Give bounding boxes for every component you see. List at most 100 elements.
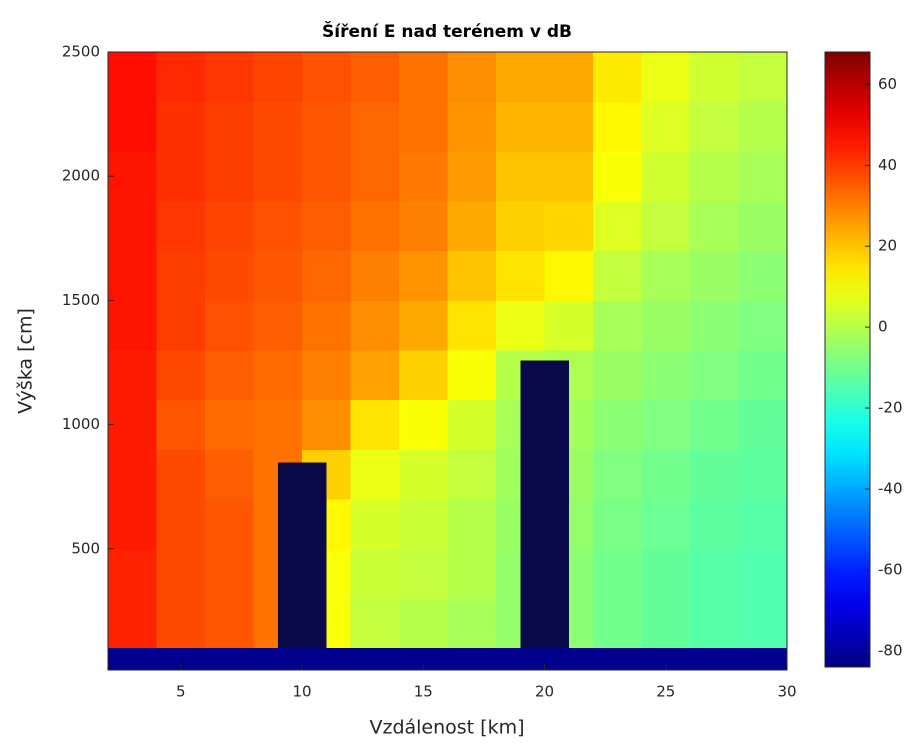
heat-cell	[544, 52, 594, 103]
heat-cell	[496, 250, 545, 301]
heat-cell	[447, 598, 497, 649]
heat-cell	[350, 548, 400, 599]
heat-cell	[447, 548, 497, 599]
heat-cell	[641, 548, 691, 599]
heat-cell	[253, 52, 303, 103]
heat-cell	[399, 449, 448, 500]
colorbar-tick-label: 0	[878, 318, 888, 336]
heat-cell	[253, 151, 303, 202]
heat-cell	[399, 151, 448, 202]
heat-cell	[108, 350, 157, 401]
heat-cell	[447, 449, 497, 500]
heat-cell	[205, 449, 254, 500]
x-tick-label: 20	[535, 683, 554, 701]
heat-cell	[447, 52, 497, 103]
heat-cell	[593, 499, 642, 550]
heat-cell	[302, 399, 351, 450]
heat-cell	[738, 300, 788, 351]
heat-cell	[447, 250, 497, 301]
heat-cell	[350, 101, 400, 152]
colorbar-tick-label: -40	[878, 479, 903, 497]
heat-cell	[738, 52, 788, 103]
obstacle	[277, 462, 327, 649]
colorbar-tick-label: 60	[878, 75, 897, 93]
colorbar-tick-label: -60	[878, 560, 903, 578]
heat-cell	[593, 449, 642, 500]
heat-cell	[690, 52, 739, 103]
heat-cell	[738, 548, 788, 599]
colorbar	[824, 51, 871, 668]
heat-cell	[447, 300, 497, 351]
heat-cell	[302, 250, 351, 301]
y-tick-label: 2000	[62, 167, 100, 185]
heat-cell	[690, 499, 739, 550]
x-tick-label: 30	[777, 683, 796, 701]
heat-cell	[156, 350, 206, 401]
heat-cell	[350, 399, 400, 450]
heat-cell	[156, 499, 206, 550]
heat-cell	[302, 201, 351, 252]
heat-cell	[593, 350, 642, 401]
heat-cell	[738, 598, 788, 649]
heat-cell	[738, 201, 788, 252]
heat-cell	[641, 250, 691, 301]
heat-cell	[399, 250, 448, 301]
heat-cell	[350, 449, 400, 500]
heat-cell	[156, 399, 206, 450]
heat-cell	[593, 300, 642, 351]
heat-cell	[205, 151, 254, 202]
heat-cell	[690, 399, 739, 450]
heat-cell	[544, 300, 594, 351]
heat-cell	[690, 300, 739, 351]
heat-cell	[641, 598, 691, 649]
colorbar-tick-label: -20	[878, 399, 903, 417]
heat-cell	[108, 151, 157, 202]
heat-cell	[156, 250, 206, 301]
heat-cell	[399, 598, 448, 649]
heat-cell	[641, 499, 691, 550]
heat-cell	[690, 250, 739, 301]
heat-cell	[205, 201, 254, 252]
x-tick-label: 5	[176, 683, 186, 701]
heat-cell	[205, 548, 254, 599]
heat-cell	[447, 399, 497, 450]
heat-cell	[738, 350, 788, 401]
heat-cell	[447, 101, 497, 152]
heat-cell	[156, 151, 206, 202]
heat-cell	[447, 350, 497, 401]
heat-cell	[156, 449, 206, 500]
heat-cell	[690, 350, 739, 401]
heat-cell	[496, 52, 545, 103]
heat-cell	[156, 300, 206, 351]
plot-frame	[107, 51, 788, 671]
heat-cell	[738, 399, 788, 450]
heat-cell	[205, 598, 254, 649]
heat-cell	[156, 201, 206, 252]
heat-cell	[253, 250, 303, 301]
heat-cell	[641, 300, 691, 351]
heat-cell	[350, 52, 400, 103]
heat-cell	[205, 250, 254, 301]
heat-cell	[593, 250, 642, 301]
heat-cell	[302, 101, 351, 152]
heat-cell	[447, 151, 497, 202]
heat-cell	[496, 300, 545, 351]
heat-cell	[399, 201, 448, 252]
heat-cell	[496, 201, 545, 252]
heat-cell	[690, 548, 739, 599]
heat-cell	[108, 201, 157, 252]
y-tick-label: 1000	[62, 415, 100, 433]
heat-cell	[108, 499, 157, 550]
y-tick-label: 2500	[62, 43, 100, 61]
heat-cell	[641, 449, 691, 500]
heat-cell	[399, 350, 448, 401]
heat-cell	[593, 151, 642, 202]
ground	[108, 648, 787, 670]
heat-cell	[447, 201, 497, 252]
chart-title: Šíření E nad terénem v dB	[322, 20, 572, 42]
heat-cell	[544, 151, 594, 202]
heat-cell	[205, 300, 254, 351]
y-tick-label: 1500	[62, 291, 100, 309]
colorbar-tick-label: 40	[878, 156, 897, 174]
